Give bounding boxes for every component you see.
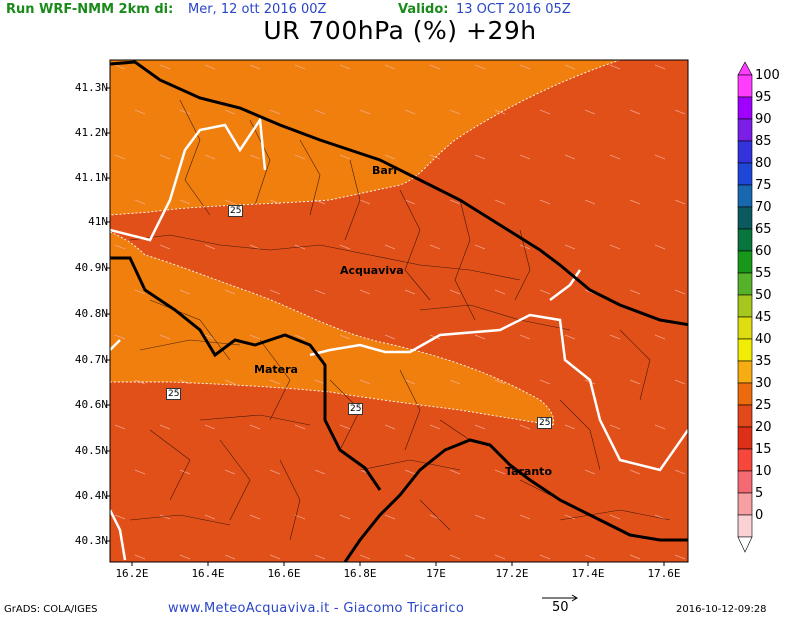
y-tick-label: 41.1N	[74, 171, 108, 184]
y-tick-label: 41.2N	[74, 126, 108, 139]
colorbar-label: 100	[755, 68, 780, 83]
run-label: Run WRF-NMM 2km di:	[6, 2, 174, 17]
colorbar-swatch-55-60	[737, 250, 753, 274]
colorbar-swatch-90-95	[737, 96, 753, 120]
y-tick-label: 40.8N	[74, 307, 108, 320]
x-tick-label: 17E	[426, 567, 446, 580]
valid-date: 13 OCT 2016 05Z	[456, 2, 571, 17]
city-label-acquaviva: Acquaviva	[340, 264, 404, 277]
x-tick-label: 17.4E	[571, 567, 605, 580]
y-tick-label: 40.3N	[74, 534, 108, 547]
colorbar-label: 55	[755, 266, 772, 281]
colorbar-swatch-40-45	[737, 316, 753, 340]
colorbar-swatch-25-30	[737, 382, 753, 406]
colorbar-label: 30	[755, 376, 772, 391]
y-tick-label: 41N	[88, 215, 108, 228]
contour-lines	[110, 60, 621, 426]
colorbar-swatch-10-15	[737, 448, 753, 472]
colorbar-swatch-15-20	[737, 426, 753, 450]
colorbar-swatch-95-100	[737, 74, 753, 98]
colorbar-label: 75	[755, 178, 772, 193]
colorbar-swatch-75-80	[737, 162, 753, 186]
colorbar-label: 70	[755, 200, 772, 215]
colorbar	[737, 61, 753, 553]
colorbar-swatch-0-5	[737, 492, 753, 516]
colorbar-label: 10	[755, 464, 772, 479]
x-tick-label: 16.8E	[343, 567, 377, 580]
x-tick-label: 17.2E	[495, 567, 529, 580]
contour-label-25: 25	[228, 205, 244, 217]
run-date: Mer, 12 ott 2016 00Z	[188, 2, 327, 17]
y-tick-label: 40.9N	[74, 261, 108, 274]
colorbar-label: 25	[755, 398, 772, 413]
colorbar-swatch-70-75	[737, 184, 753, 208]
footer-website: www.MeteoAcquaviva.it - Giacomo Tricaric…	[168, 601, 465, 616]
footer-timestamp: 2016-10-12-09:28	[676, 604, 767, 615]
x-tick-label: 16.2E	[115, 567, 149, 580]
colorbar-top-arrow	[737, 61, 753, 76]
rh-band-30-north	[110, 60, 620, 215]
colorbar-label: 85	[755, 134, 772, 149]
colorbar-label: 35	[755, 354, 772, 369]
colorbar-label: 90	[755, 112, 772, 127]
colorbar-label: 20	[755, 420, 772, 435]
colorbar-swatch-45-50	[737, 294, 753, 318]
colorbar-label: 45	[755, 310, 772, 325]
city-label-bari: Bari	[372, 164, 398, 177]
y-tick-label: 40.7N	[74, 353, 108, 366]
axis-ticks	[106, 87, 665, 566]
colorbar-label: 15	[755, 442, 772, 457]
vector-reference-value: 50	[552, 600, 569, 615]
field-layer	[110, 60, 688, 562]
coastline	[110, 60, 688, 562]
colorbar-swatch-20-25	[737, 404, 753, 428]
wind-vector-field	[114, 64, 686, 560]
colorbar-bottom-arrow	[737, 536, 753, 553]
colorbar-swatch-50-55	[737, 272, 753, 296]
y-tick-label: 40.6N	[74, 398, 108, 411]
map-title: UR 700hPa (%) +29h	[263, 16, 537, 45]
colorbar-swatch-60-65	[737, 228, 753, 252]
municipal-borders	[129, 99, 671, 541]
contour-label-25: 25	[348, 403, 364, 415]
city-label-matera: Matera	[254, 363, 298, 376]
x-tick-label: 17.6E	[647, 567, 681, 580]
colorbar-label: 80	[755, 156, 772, 171]
colorbar-label: 65	[755, 222, 772, 237]
y-tick-label: 41.3N	[74, 81, 108, 94]
city-label-taranto: Taranto	[505, 465, 553, 478]
colorbar-swatch-85-90	[737, 118, 753, 142]
colorbar-swatch-35-40	[737, 338, 753, 362]
y-tick-label: 40.5N	[74, 444, 108, 457]
regional-borders	[110, 116, 688, 561]
colorbar-swatch-5-10	[737, 470, 753, 494]
colorbar-label: 95	[755, 90, 772, 105]
contour-label-25: 25	[537, 417, 553, 429]
colorbar-label: 40	[755, 332, 772, 347]
map-frame	[109, 59, 689, 563]
colorbar-label: 50	[755, 288, 772, 303]
colorbar-swatch-30-35	[737, 360, 753, 384]
colorbar-swatch-below-0	[737, 514, 753, 538]
x-tick-label: 16.4E	[191, 567, 225, 580]
valid-label: Valido:	[398, 2, 449, 17]
colorbar-label: 5	[755, 486, 764, 501]
colorbar-swatch-65-70	[737, 206, 753, 230]
rh-band-30-central	[110, 232, 554, 425]
vector-reference-arrow	[542, 594, 578, 602]
x-tick-label: 16.6E	[267, 567, 301, 580]
colorbar-swatch-80-85	[737, 140, 753, 164]
colorbar-label: 60	[755, 244, 772, 259]
footer-credit-grads: GrADS: COLA/IGES	[4, 604, 98, 615]
y-tick-label: 40.4N	[74, 489, 108, 502]
contour-label-25: 25	[166, 388, 182, 400]
colorbar-label: 0	[755, 508, 764, 523]
